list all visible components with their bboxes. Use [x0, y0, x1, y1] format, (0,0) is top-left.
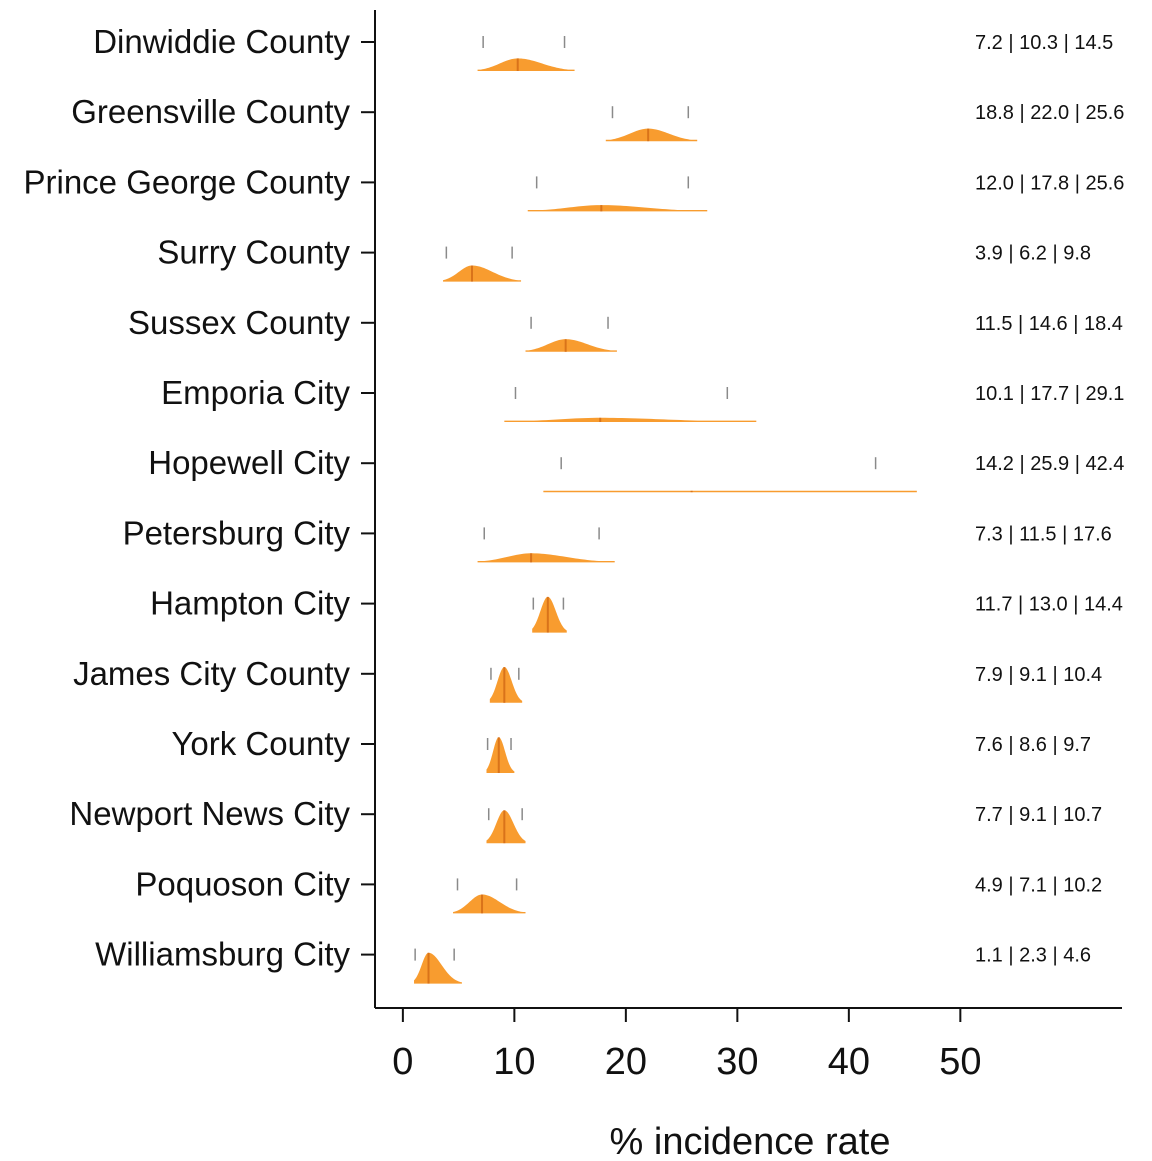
- violin-shape: [477, 553, 615, 563]
- value-label: 7.6 | 8.6 | 9.7: [975, 734, 1091, 756]
- violin-shape: [489, 667, 523, 703]
- category-label: Prince George County: [23, 163, 350, 200]
- value-label: 12.0 | 17.8 | 25.6: [975, 172, 1124, 194]
- violin-shape: [527, 205, 708, 212]
- category-label: Hampton City: [150, 585, 350, 622]
- value-label: 1.1 | 2.3 | 4.6: [975, 945, 1091, 967]
- violin-group: [605, 106, 698, 142]
- x-tick-label: 30: [716, 1041, 758, 1083]
- category-label: Petersburg City: [123, 514, 351, 551]
- violin-group: [489, 667, 523, 703]
- value-labels: 7.2 | 10.3 | 14.5 18.8 | 22.0 | 25.6 12.0 …: [975, 32, 1124, 967]
- violin-group: [477, 527, 615, 563]
- violin-group: [414, 948, 462, 984]
- category-label: Hopewell City: [148, 444, 350, 481]
- x-tick-label: 20: [605, 1041, 647, 1083]
- violin-group: [477, 36, 575, 71]
- value-label: 7.7 | 9.1 | 10.7: [975, 804, 1102, 826]
- category-label: Sussex County: [128, 304, 350, 341]
- violin-shape: [543, 490, 917, 493]
- x-tick-label: 40: [828, 1041, 870, 1083]
- violin-group: [504, 387, 757, 422]
- violin-group: [443, 246, 522, 282]
- x-tick-label: 0: [392, 1041, 413, 1083]
- value-label: 7.3 | 11.5 | 17.6: [975, 523, 1112, 545]
- violin-shape: [605, 128, 698, 142]
- value-label: 10.1 | 17.7 | 29.1: [975, 383, 1124, 405]
- category-label: Poquoson City: [135, 865, 350, 902]
- violin-shape: [532, 596, 567, 633]
- category-label: Newport News City: [69, 795, 350, 832]
- category-label: James City County: [73, 655, 350, 692]
- category-label: York County: [171, 725, 350, 762]
- category-label: Emporia City: [161, 374, 350, 411]
- violin-shape: [453, 894, 526, 914]
- violin-group: [525, 316, 617, 352]
- value-label: 14.2 | 25.9 | 42.4: [975, 453, 1124, 475]
- violin-shape: [486, 737, 515, 773]
- violin-group: [527, 176, 708, 212]
- value-label: 7.9 | 9.1 | 10.4: [975, 664, 1102, 686]
- violin-group: [453, 878, 526, 914]
- violin-layer: [414, 36, 917, 984]
- violin-shape: [443, 265, 522, 282]
- category-label: Williamsburg City: [95, 936, 350, 973]
- value-label: 18.8 | 22.0 | 25.6: [975, 102, 1124, 124]
- category-labels: Dinwiddie County Greensville County Prince…: [23, 23, 350, 973]
- violin-group: [486, 808, 526, 844]
- violin-group: [486, 737, 515, 773]
- value-label: 3.9 | 6.2 | 9.8: [975, 243, 1091, 265]
- violin-shape: [414, 952, 462, 984]
- violin-shape: [504, 417, 757, 422]
- value-label: 11.5 | 14.6 | 18.4: [975, 313, 1123, 335]
- axes: 0 10 20 30 40 50: [361, 10, 1122, 1083]
- x-tick-label: 50: [939, 1041, 981, 1083]
- violin-shape: [486, 810, 526, 844]
- category-label: Greensville County: [71, 93, 350, 130]
- violin-group: [532, 596, 567, 633]
- value-label: 11.7 | 13.0 | 14.4: [975, 594, 1123, 616]
- x-tick-label: 10: [493, 1041, 535, 1083]
- violin-shape: [477, 58, 575, 71]
- x-axis-title: % incidence rate: [610, 1121, 891, 1161]
- category-label: Dinwiddie County: [93, 23, 350, 60]
- value-label: 4.9 | 7.1 | 10.2: [975, 874, 1102, 896]
- value-label: 7.2 | 10.3 | 14.5: [975, 32, 1113, 54]
- category-label: Surry County: [157, 234, 350, 271]
- violin-group: [543, 457, 917, 493]
- violin-shape: [525, 339, 617, 352]
